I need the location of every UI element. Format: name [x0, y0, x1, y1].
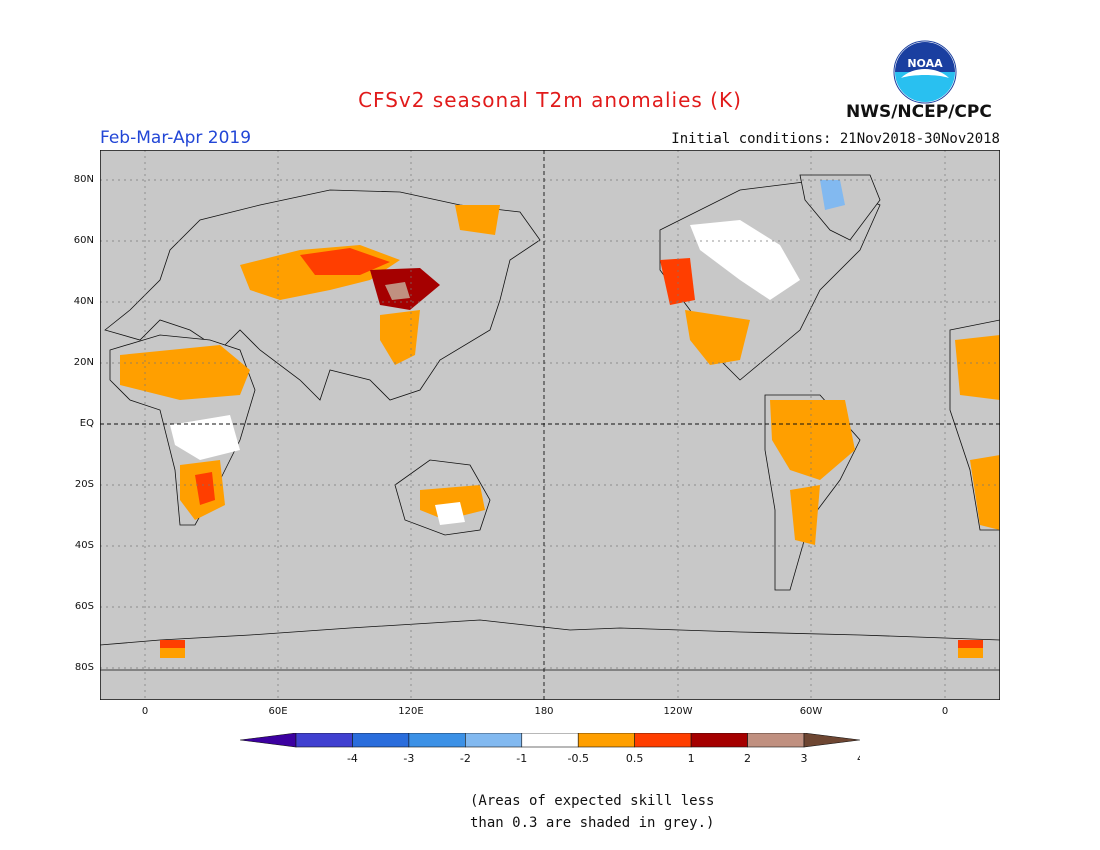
lon-label-0-left: 0 [141, 706, 149, 717]
graticule [100, 150, 1000, 700]
lon-label-180: 180 [534, 706, 554, 717]
colorbar-tick-label: -1 [516, 752, 527, 765]
anomaly-hot-antarctica-left [160, 640, 185, 648]
initial-conditions: Initial conditions: 21Nov2018-30Nov2018 [671, 131, 1000, 147]
eurasia-outline [104, 189, 541, 401]
anomaly-warm-kamchatka [455, 205, 500, 235]
svg-text:NOAA: NOAA [907, 57, 943, 70]
anomaly-warm-west-us [660, 258, 695, 305]
colorbar-tick-label: 2 [744, 752, 751, 765]
anomaly-map [100, 150, 1000, 700]
colorbar-seg-8 [690, 733, 748, 748]
lon-label-60e: 60E [268, 706, 288, 717]
anomaly-warm-sahara [120, 345, 250, 400]
colorbar-seg-2 [352, 733, 410, 748]
period-label: Feb-Mar-Apr 2019 [100, 128, 252, 148]
anomaly-hot-south-africa [195, 472, 215, 505]
colorbar-seg-5 [521, 733, 579, 748]
colorbar-tick-label: 0.5 [626, 752, 644, 765]
colorbar-seg-6 [577, 733, 635, 748]
lat-label-60n: 60N [73, 235, 94, 246]
skill-note-line1: (Areas of expected skill less [470, 793, 715, 809]
skill-note-line2: than 0.3 are shaded in grey.) [470, 815, 715, 831]
greenland-outline [799, 174, 881, 241]
chart-title: CFSv2 seasonal T2m anomalies (K) [358, 88, 742, 112]
colorbar-segments [240, 733, 860, 748]
anomaly-warm-australia [420, 485, 485, 520]
anomaly-near-normal-africa [170, 415, 240, 460]
colorbar-tick-label: -3 [403, 752, 414, 765]
anomaly-hot-asia [300, 248, 390, 275]
antarctica-outline [100, 619, 1000, 671]
agency-label: NWS/NCEP/CPC [846, 102, 992, 122]
colorbar-seg-10 [803, 733, 860, 748]
anomaly-near-normal-canada [690, 220, 800, 300]
colorbar-seg-1 [295, 733, 353, 748]
anomaly-warm-andes [790, 485, 820, 545]
skill-note: (Areas of expected skill less than 0.3 a… [470, 790, 750, 834]
anomaly-warm-amazon [770, 400, 855, 480]
noaa-logo-icon: NOAA [893, 40, 957, 104]
anomaly-near-normal-australia [435, 502, 465, 525]
anomaly-hot-antarctica-right [958, 640, 983, 648]
anomaly-patches [120, 180, 1000, 658]
lat-label-20s: 20S [74, 479, 94, 490]
lon-label-120e: 120E [398, 706, 424, 717]
lat-label-40s: 40S [74, 540, 94, 551]
anomaly-cool-greenland [820, 180, 845, 210]
colorbar: -4 -3 -2 -1 -0.5 0.5 1 2 3 4 [240, 733, 860, 765]
colorbar-seg-4 [465, 733, 523, 748]
anomaly-warm-south-africa-right [970, 455, 1000, 530]
lon-label-0-right: 0 [941, 706, 949, 717]
equator-dateline [100, 150, 1000, 700]
lat-label-40n: 40N [73, 296, 94, 307]
lat-label-60s: 60S [74, 601, 94, 612]
lat-label-80s: 80S [74, 662, 94, 673]
colorbar-tick-label: -0.5 [567, 752, 588, 765]
anomaly-extreme-china [385, 282, 410, 300]
colorbar-tick-label: 4 [857, 752, 860, 765]
lon-label-60w: 60W [799, 706, 823, 717]
anomaly-warm-mexico [685, 310, 750, 365]
lat-label-80n: 80N [73, 174, 94, 185]
anomaly-warm-africa-right [955, 335, 1000, 400]
colorbar-seg-7 [634, 733, 692, 748]
anomaly-warm-china-east [380, 310, 420, 365]
colorbar-tick-label: 1 [688, 752, 695, 765]
colorbar-seg-0 [240, 733, 297, 748]
lat-label-eq: EQ [79, 418, 94, 429]
colorbar-ticks: -4 -3 -2 -1 -0.5 0.5 1 2 3 4 [347, 752, 860, 765]
colorbar-seg-3 [408, 733, 466, 748]
lon-label-120w: 120W [663, 706, 693, 717]
lat-label-20n: 20N [73, 357, 94, 368]
colorbar-tick-label: -2 [460, 752, 471, 765]
colorbar-tick-label: 3 [801, 752, 808, 765]
colorbar-seg-9 [747, 733, 805, 748]
colorbar-tick-label: -4 [347, 752, 358, 765]
